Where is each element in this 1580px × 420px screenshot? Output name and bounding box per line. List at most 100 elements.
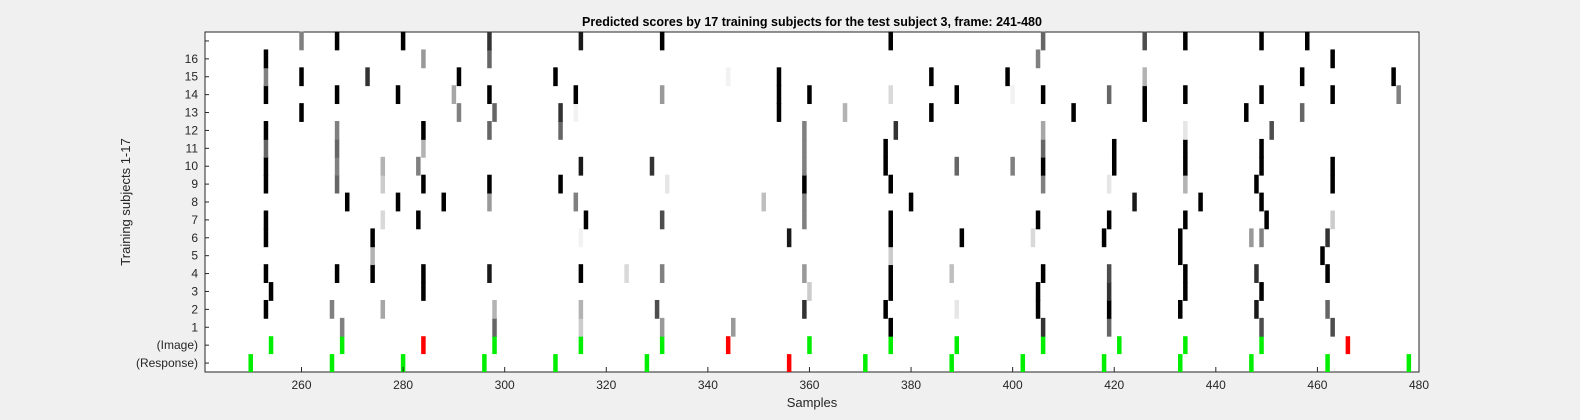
y-tick-label: 1	[191, 320, 198, 334]
subject-score-mark	[1040, 31, 1046, 51]
subject-score-mark	[1035, 282, 1041, 301]
subject-score-mark	[334, 31, 340, 51]
subject-score-mark	[487, 264, 492, 283]
subject-score-mark	[802, 138, 807, 158]
image-event-mark	[492, 336, 497, 355]
subject-score-mark	[339, 317, 345, 337]
subject-score-mark	[416, 210, 421, 230]
subject-score-mark	[888, 174, 893, 194]
subject-score-mark	[776, 67, 782, 87]
subject-score-mark	[1183, 85, 1188, 105]
subject-score-mark	[1040, 264, 1046, 283]
y-tick-label: 14	[185, 88, 199, 102]
subject-score-mark	[802, 192, 807, 212]
chart-title: Predicted scores by 17 training subjects…	[582, 15, 1042, 29]
x-tick-label: 460	[1307, 378, 1327, 392]
image-event-mark	[659, 336, 665, 355]
subject-score-mark	[334, 85, 340, 105]
y-tick-label: 2	[191, 302, 198, 316]
x-tick-label: 320	[596, 378, 616, 392]
subject-score-mark	[451, 85, 457, 105]
image-event-mark	[1117, 336, 1122, 355]
subject-score-mark	[380, 299, 386, 319]
subject-score-mark	[624, 264, 629, 283]
plot-area	[204, 31, 1420, 373]
response-event-mark	[329, 354, 335, 372]
subject-score-mark	[1040, 138, 1046, 158]
subject-score-mark	[883, 138, 888, 158]
subject-score-mark	[1325, 228, 1330, 248]
subject-score-mark	[380, 156, 386, 176]
subject-score-mark	[380, 174, 386, 194]
subject-score-mark	[573, 85, 579, 105]
y-tick-label: 8	[191, 195, 198, 209]
subject-score-mark	[883, 156, 888, 176]
subject-score-mark	[578, 228, 584, 248]
subject-score-mark	[761, 192, 766, 212]
subject-score-mark	[1269, 121, 1274, 140]
subject-score-mark	[263, 264, 269, 283]
subject-score-mark	[654, 299, 660, 319]
subject-score-mark	[1040, 317, 1046, 337]
subject-score-mark	[370, 228, 375, 248]
x-tick-label: 260	[291, 378, 311, 392]
subject-score-mark	[1330, 156, 1335, 176]
subject-score-mark	[1325, 299, 1330, 319]
subject-score-mark	[573, 103, 579, 122]
response-event-mark	[1178, 354, 1183, 372]
subject-score-mark	[888, 31, 893, 51]
image-event-mark	[725, 336, 731, 355]
subject-score-mark	[263, 67, 269, 87]
x-tick-label: 360	[799, 378, 819, 392]
subject-score-mark	[954, 299, 960, 319]
subject-score-mark	[334, 264, 340, 283]
subject-score-mark	[1299, 103, 1305, 122]
subject-score-mark	[929, 103, 934, 122]
subject-score-mark	[487, 85, 492, 105]
subject-score-mark	[416, 156, 421, 176]
subject-score-mark	[365, 67, 370, 87]
y-tick-label: 6	[191, 231, 198, 245]
subject-score-mark	[1325, 264, 1330, 283]
y-tick-label: 4	[191, 267, 198, 281]
subject-score-mark	[487, 31, 492, 51]
subject-score-mark	[1198, 192, 1203, 212]
subject-score-mark	[1005, 67, 1010, 87]
subject-score-mark	[1183, 210, 1188, 230]
subject-score-mark	[954, 85, 960, 105]
subject-score-mark	[929, 67, 934, 87]
response-event-mark	[1406, 354, 1412, 372]
image-event-mark	[578, 336, 584, 355]
image-event-mark	[1345, 336, 1351, 355]
subject-score-mark	[659, 31, 665, 51]
subject-score-mark	[299, 67, 304, 87]
subject-score-mark	[370, 246, 375, 266]
subject-score-mark	[1259, 85, 1264, 105]
subject-score-mark	[949, 264, 954, 283]
subject-score-mark	[263, 299, 269, 319]
image-event-mark	[268, 336, 274, 355]
subject-score-mark	[421, 121, 426, 140]
subject-score-mark	[441, 192, 446, 212]
subject-score-mark	[1111, 138, 1117, 158]
subject-score-mark	[487, 49, 492, 69]
image-event-mark	[421, 336, 426, 355]
subject-score-mark	[400, 31, 406, 51]
response-event-mark	[1101, 354, 1107, 372]
x-tick-label: 440	[1206, 378, 1226, 392]
subject-score-mark	[888, 246, 893, 266]
subject-score-mark	[370, 264, 375, 283]
subject-score-mark	[1396, 85, 1401, 105]
x-tick-label: 480	[1409, 378, 1429, 392]
subject-score-mark	[421, 282, 426, 301]
x-tick-label: 380	[901, 378, 921, 392]
image-event-mark	[339, 336, 345, 355]
subject-score-mark	[421, 138, 426, 158]
subject-score-mark	[776, 103, 782, 122]
y-tick-label: 11	[186, 141, 199, 155]
response-event-mark	[482, 354, 487, 372]
subject-score-mark	[1142, 103, 1147, 122]
subject-score-mark	[578, 299, 584, 319]
subject-score-mark	[888, 317, 893, 337]
